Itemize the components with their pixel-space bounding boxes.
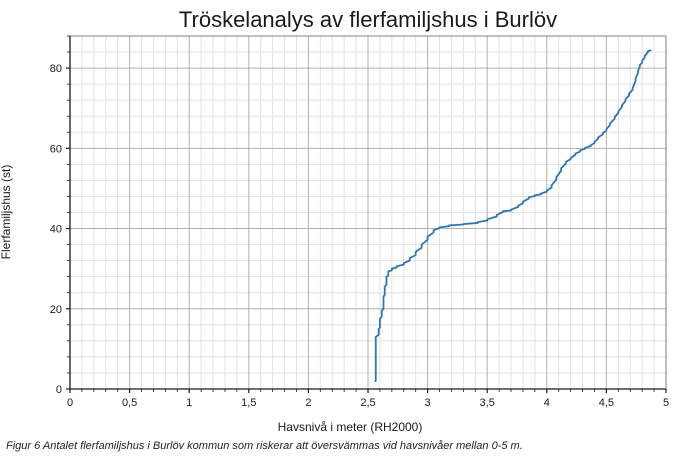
svg-text:80: 80 <box>50 63 62 75</box>
svg-text:20: 20 <box>50 304 62 316</box>
svg-text:0,5: 0,5 <box>122 397 137 409</box>
svg-text:3: 3 <box>425 397 431 409</box>
svg-text:0: 0 <box>67 397 73 409</box>
svg-text:60: 60 <box>50 143 62 155</box>
svg-text:4,5: 4,5 <box>599 397 614 409</box>
svg-text:2: 2 <box>305 397 311 409</box>
svg-text:2,5: 2,5 <box>360 397 375 409</box>
svg-text:1: 1 <box>186 397 192 409</box>
svg-text:4: 4 <box>544 397 550 409</box>
svg-text:5: 5 <box>663 397 669 409</box>
svg-text:3,5: 3,5 <box>480 397 495 409</box>
svg-text:1,5: 1,5 <box>241 397 256 409</box>
svg-text:0: 0 <box>56 384 62 396</box>
svg-text:40: 40 <box>50 224 62 236</box>
